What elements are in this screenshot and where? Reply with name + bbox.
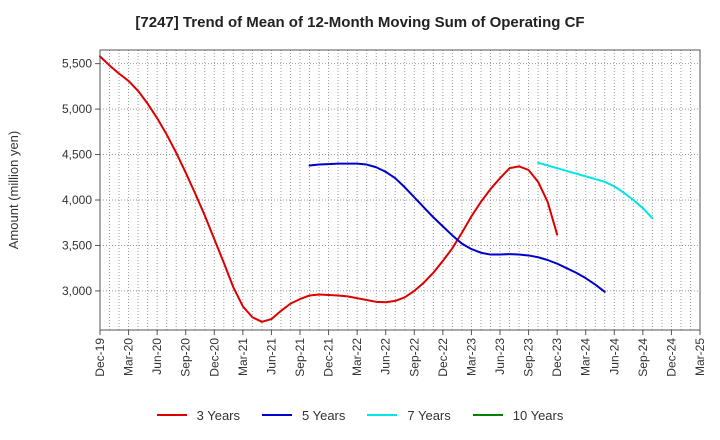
legend: 3 Years 5 Years 7 Years 10 Years bbox=[0, 404, 720, 426]
x-tick-label: Mar-21 bbox=[236, 338, 250, 376]
x-tick-label: Mar-24 bbox=[579, 338, 593, 376]
legend-label: 7 Years bbox=[407, 407, 451, 423]
legend-label: 10 Years bbox=[512, 407, 564, 423]
x-tick-label: Dec-21 bbox=[322, 338, 336, 377]
grid-lines bbox=[99, 50, 701, 330]
legend-item-10-years: 10 Years bbox=[472, 407, 564, 423]
x-tick-label: Jun-22 bbox=[379, 338, 393, 375]
x-tick-label: Dec-22 bbox=[436, 338, 450, 377]
y-tick-label: 4,000 bbox=[62, 193, 92, 207]
x-axis-ticks: Dec-19 Mar-20 Jun-20 Sep-20 Dec-20 Mar-21 Jun-… bbox=[93, 330, 707, 377]
x-tick-label: Mar-20 bbox=[122, 338, 136, 376]
legend-item-3-years: 3 Years bbox=[156, 407, 240, 423]
plot-frame bbox=[99, 49, 701, 331]
x-tick-label: Sep-23 bbox=[522, 338, 536, 377]
y-tick-label: 5,500 bbox=[62, 57, 92, 71]
x-tick-label: Dec-20 bbox=[207, 338, 221, 377]
legend-swatch bbox=[262, 414, 292, 416]
y-axis-ticks: 3,000 3,500 4,000 4,500 5,000 5,500 bbox=[62, 57, 100, 298]
legend-label: 3 Years bbox=[196, 407, 240, 423]
x-tick-label: Jun-21 bbox=[264, 338, 278, 375]
series-line-5-years bbox=[308, 162, 606, 293]
y-axis-label: Amount (million yen) bbox=[6, 131, 21, 250]
y-tick-label: 4,500 bbox=[62, 148, 92, 162]
series-line-7-years bbox=[537, 161, 654, 220]
x-tick-label: Sep-22 bbox=[407, 338, 421, 377]
x-tick-label: Sep-20 bbox=[179, 338, 193, 377]
legend-swatch bbox=[367, 414, 398, 416]
y-tick-label: 3,000 bbox=[62, 284, 92, 298]
x-tick-label: Jun-20 bbox=[150, 338, 164, 375]
x-tick-label: Mar-23 bbox=[464, 338, 478, 376]
x-tick-label: Dec-23 bbox=[550, 338, 564, 377]
x-tick-label: Sep-21 bbox=[293, 338, 307, 377]
legend-label: 5 Years bbox=[302, 407, 346, 423]
x-tick-label: Mar-25 bbox=[693, 338, 707, 376]
y-tick-label: 3,500 bbox=[62, 238, 92, 252]
x-tick-label: Mar-22 bbox=[350, 338, 364, 376]
legend-swatch bbox=[472, 414, 503, 416]
chart-title: [7247] Trend of Mean of 12-Month Moving … bbox=[135, 14, 585, 31]
x-tick-label: Jun-23 bbox=[493, 338, 507, 375]
x-tick-label: Dec-19 bbox=[93, 338, 107, 377]
x-tick-label: Dec-24 bbox=[664, 338, 678, 377]
legend-item-5-years: 5 Years bbox=[262, 408, 345, 423]
x-tick-label: Sep-24 bbox=[636, 338, 650, 377]
series-line-3-years bbox=[99, 55, 559, 323]
legend-item-7-years: 7 Years bbox=[367, 407, 451, 423]
series-lines bbox=[99, 55, 654, 323]
y-tick-label: 5,000 bbox=[62, 102, 92, 116]
x-tick-label: Jun-24 bbox=[607, 338, 621, 375]
legend-swatch bbox=[156, 414, 187, 416]
